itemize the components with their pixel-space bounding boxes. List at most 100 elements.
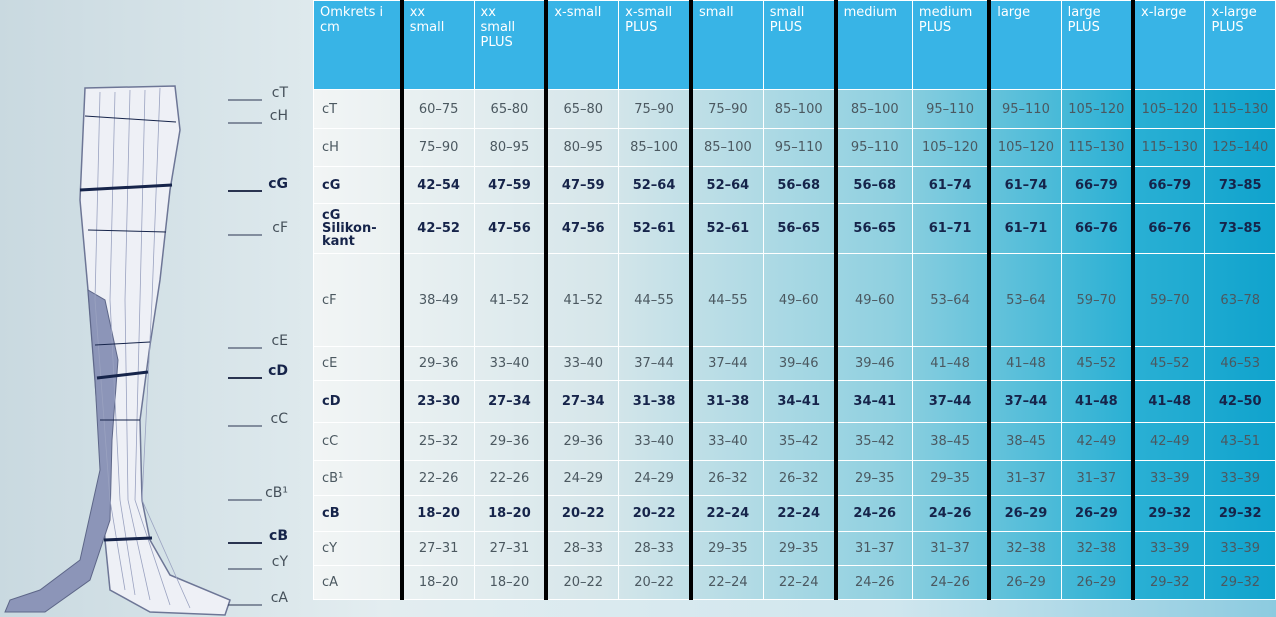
row-label: cT: [314, 90, 402, 129]
size-cell: 38–45: [912, 423, 989, 461]
size-cell: 105–120: [989, 129, 1061, 167]
size-cell: 22–24: [763, 496, 835, 532]
size-cell: 24–26: [836, 496, 913, 532]
row-label: cD: [314, 381, 402, 423]
size-cell: 65–80: [546, 90, 618, 129]
size-header: medium PLUS: [912, 1, 989, 90]
size-cell: 20–22: [546, 496, 618, 532]
size-cell: 75–90: [402, 129, 474, 167]
size-cell: 22–24: [691, 496, 763, 532]
header-label: Omkrets i cm: [314, 1, 402, 90]
size-cell: 31–37: [1061, 461, 1133, 496]
size-cell: 37–44: [912, 381, 989, 423]
size-cell: 29–32: [1205, 566, 1276, 600]
size-header: xx small: [402, 1, 474, 90]
size-header: xx small PLUS: [474, 1, 546, 90]
size-cell: 75–90: [619, 90, 691, 129]
size-cell: 26–29: [989, 566, 1061, 600]
size-cell: 43–51: [1205, 423, 1276, 461]
size-header: medium: [836, 1, 913, 90]
size-cell: 73–85: [1205, 204, 1276, 254]
size-cell: 27–34: [474, 381, 546, 423]
row-label: cC: [314, 423, 402, 461]
size-cell: 66–76: [1061, 204, 1133, 254]
size-cell: 35–42: [763, 423, 835, 461]
size-cell: 32–38: [1061, 532, 1133, 566]
size-cell: 80–95: [474, 129, 546, 167]
size-cell: 38–49: [402, 254, 474, 347]
size-cell: 41–48: [1061, 381, 1133, 423]
size-header: large PLUS: [1061, 1, 1133, 90]
size-cell: 61–74: [989, 167, 1061, 204]
size-cell: 52–61: [691, 204, 763, 254]
size-cell: 73–85: [1205, 167, 1276, 204]
size-cell: 24–26: [912, 566, 989, 600]
size-cell: 115–130: [1205, 90, 1276, 129]
size-cell: 18–20: [474, 566, 546, 600]
size-cell: 85–100: [691, 129, 763, 167]
size-cell: 95–110: [989, 90, 1061, 129]
size-cell: 41–48: [912, 347, 989, 381]
size-cell: 32–38: [989, 532, 1061, 566]
row-label: cE: [314, 347, 402, 381]
size-cell: 35–42: [836, 423, 913, 461]
row-label: cG Silikon- kant: [314, 204, 402, 254]
leg-label: cG: [268, 176, 288, 192]
leg-label: cD: [268, 363, 288, 379]
size-cell: 37–44: [691, 347, 763, 381]
size-cell: 95–110: [763, 129, 835, 167]
size-cell: 26–29: [989, 496, 1061, 532]
size-cell: 61–74: [912, 167, 989, 204]
size-cell: 46–53: [1205, 347, 1276, 381]
size-cell: 22–24: [763, 566, 835, 600]
size-cell: 49–60: [836, 254, 913, 347]
size-cell: 66–76: [1133, 204, 1205, 254]
size-cell: 31–37: [912, 532, 989, 566]
size-cell: 52–61: [619, 204, 691, 254]
size-cell: 56–68: [836, 167, 913, 204]
size-cell: 29–35: [836, 461, 913, 496]
size-cell: 105–120: [1061, 90, 1133, 129]
size-cell: 29–32: [1205, 496, 1276, 532]
size-cell: 42–49: [1061, 423, 1133, 461]
size-cell: 34–41: [763, 381, 835, 423]
leg-label: cA: [271, 590, 289, 606]
size-cell: 26–32: [763, 461, 835, 496]
size-cell: 29–36: [546, 423, 618, 461]
size-cell: 63–78: [1205, 254, 1276, 347]
size-cell: 125–140: [1205, 129, 1276, 167]
size-cell: 85–100: [836, 90, 913, 129]
size-cell: 31–38: [619, 381, 691, 423]
size-cell: 41–48: [989, 347, 1061, 381]
leg-label: cE: [271, 333, 288, 349]
size-cell: 33–39: [1205, 532, 1276, 566]
size-cell: 20–22: [546, 566, 618, 600]
size-cell: 52–64: [691, 167, 763, 204]
size-cell: 53–64: [989, 254, 1061, 347]
row-label: cG: [314, 167, 402, 204]
size-cell: 80–95: [546, 129, 618, 167]
size-header: large: [989, 1, 1061, 90]
row-label: cB: [314, 496, 402, 532]
size-cell: 22–26: [402, 461, 474, 496]
size-cell: 26–32: [691, 461, 763, 496]
size-cell: 37–44: [989, 381, 1061, 423]
size-cell: 34–41: [836, 381, 913, 423]
row-label: cA: [314, 566, 402, 600]
size-cell: 95–110: [836, 129, 913, 167]
size-cell: 66–79: [1061, 167, 1133, 204]
size-cell: 45–52: [1133, 347, 1205, 381]
size-cell: 29–32: [1133, 496, 1205, 532]
size-cell: 47–59: [546, 167, 618, 204]
size-cell: 75–90: [691, 90, 763, 129]
size-cell: 18–20: [402, 496, 474, 532]
page: cTcHcGcFcEcDcCcB¹cBcYcA Omkrets i cmxx s…: [0, 0, 1276, 617]
size-cell: 47–56: [546, 204, 618, 254]
